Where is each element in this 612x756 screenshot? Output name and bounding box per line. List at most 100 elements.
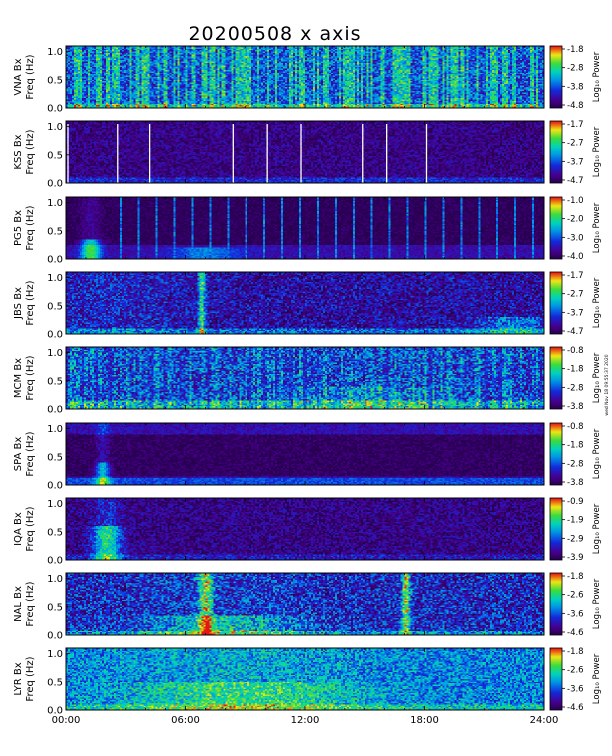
y-tick-label: 1.0 bbox=[47, 649, 63, 660]
colorbar-tick-label: -0.8 bbox=[567, 346, 584, 356]
colorbar-tick-label: -3.0 bbox=[567, 233, 584, 243]
colorbar-label: Log₁₀ Power bbox=[592, 202, 602, 253]
station-label: SPA Bx bbox=[13, 437, 24, 472]
spectrogram-lyr bbox=[66, 648, 544, 710]
station-label: IQA Bx bbox=[13, 512, 24, 546]
y-tick-label: 0.0 bbox=[47, 330, 63, 341]
colorbar-tick-label: -3.8 bbox=[567, 402, 584, 412]
colorbar-tick-label: -4.8 bbox=[567, 101, 584, 111]
station-label: LYR Bx bbox=[13, 662, 24, 695]
freq-axis-label: Freq (Hz) bbox=[25, 205, 36, 250]
spectrogram-kss bbox=[66, 121, 544, 183]
station-label: KSS Bx bbox=[13, 134, 24, 169]
colorbar-frame bbox=[549, 45, 563, 109]
station-label: MCM Bx bbox=[13, 358, 24, 398]
colorbar-label: Log₁₀ Power bbox=[592, 126, 602, 177]
x-tick-label: 18:00 bbox=[410, 715, 439, 726]
colorbar-label: Log₁₀ Power bbox=[592, 653, 602, 704]
y-tick-label: 0.0 bbox=[47, 706, 63, 717]
freq-axis-label: Freq (Hz) bbox=[25, 129, 36, 174]
colorbar-tick-label: -4.6 bbox=[567, 703, 584, 713]
colorbar-tick-label: -4.0 bbox=[567, 252, 584, 262]
y-tick-label: 0.0 bbox=[47, 179, 63, 190]
colorbar-tick-label: -1.9 bbox=[567, 516, 584, 526]
colorbar-frame bbox=[549, 572, 563, 636]
y-tick-label: 1.0 bbox=[47, 348, 63, 359]
y-tick-label: 0.5 bbox=[47, 75, 63, 86]
panel-vna: 0.0 0.5 1.0 VNA Bx Freq (Hz) -1.8 -2.8 -3.8 -4.8… bbox=[13, 45, 602, 115]
colorbar-tick-label: -3.8 bbox=[567, 82, 584, 92]
panel-iqa: 0.0 0.5 1.0 IQA Bx Freq (Hz) -0.9 -1.9 -2.9 -3.9… bbox=[13, 497, 602, 567]
colorbar bbox=[550, 498, 562, 560]
colorbar-tick-label: -3.7 bbox=[567, 157, 584, 167]
panel-mcm: 0.0 0.5 1.0 MCM Bx Freq (Hz) -0.8 -1.8 -2.8 -3.8… bbox=[13, 346, 602, 416]
freq-axis-label: Freq (Hz) bbox=[25, 656, 36, 701]
y-tick-label: 1.0 bbox=[47, 499, 63, 510]
y-tick-label: 0.5 bbox=[47, 150, 63, 161]
y-tick-label: 0.0 bbox=[47, 631, 63, 642]
y-tick-label: 0.5 bbox=[47, 602, 63, 613]
colorbar-tick-label: -2.9 bbox=[567, 534, 584, 544]
panel-jbs: 0.0 0.5 1.0 JBS Bx Freq (Hz) -1.7 -2.7 -3.7 -4.7… bbox=[13, 271, 602, 341]
y-tick-label: 0.0 bbox=[47, 255, 63, 266]
colorbar bbox=[550, 648, 562, 710]
colorbar-tick-label: -1.8 bbox=[567, 572, 584, 582]
colorbar-tick-label: -1.8 bbox=[567, 441, 584, 451]
colorbar-frame bbox=[549, 422, 563, 486]
colorbar-label: Log₁₀ Power bbox=[592, 51, 602, 102]
colorbar-tick-label: -3.8 bbox=[567, 478, 584, 488]
freq-axis-label: Freq (Hz) bbox=[25, 506, 36, 551]
colorbar-tick-label: -2.6 bbox=[567, 666, 584, 676]
side-note: wed Nov 18 09:55:37 2020 bbox=[604, 354, 610, 415]
colorbar-tick-label: -2.7 bbox=[567, 290, 584, 300]
colorbar-tick-label: -2.6 bbox=[567, 591, 584, 601]
colorbar-frame bbox=[549, 271, 563, 335]
colorbar-label: Log₁₀ Power bbox=[592, 277, 602, 328]
colorbar-tick-label: -1.8 bbox=[567, 365, 584, 375]
y-tick-label: 0.0 bbox=[47, 481, 63, 492]
colorbar-tick-label: -4.7 bbox=[567, 176, 584, 186]
panel-lyr: 0.0 0.5 1.0 LYR Bx Freq (Hz) -1.8 -2.6 -3.6 -4.6… bbox=[13, 647, 602, 717]
colorbar-label: Log₁₀ Power bbox=[592, 503, 602, 554]
colorbar bbox=[550, 423, 562, 485]
y-tick-label: 1.0 bbox=[47, 47, 63, 58]
spectrogram-iqa bbox=[66, 498, 544, 560]
colorbar-tick-label: -1.8 bbox=[567, 45, 584, 55]
colorbar-label: Log₁₀ Power bbox=[592, 428, 602, 479]
colorbar-tick-label: -1.0 bbox=[567, 196, 584, 206]
panel-kss: 0.0 0.5 1.0 KSS Bx Freq (Hz) -1.7 -2.7 -3.7 -4.7… bbox=[13, 120, 602, 190]
spectrogram-mcm bbox=[66, 347, 544, 409]
y-tick-label: 0.5 bbox=[47, 452, 63, 463]
colorbar-tick-label: -0.8 bbox=[567, 422, 584, 432]
colorbar-tick-label: -3.9 bbox=[567, 553, 584, 563]
y-tick-label: 1.0 bbox=[47, 574, 63, 585]
freq-axis-label: Freq (Hz) bbox=[25, 54, 36, 99]
colorbar-tick-label: -1.7 bbox=[567, 120, 584, 130]
station-label: NAL Bx bbox=[13, 586, 24, 622]
x-tick-label: 00:00 bbox=[52, 715, 81, 726]
colorbar-label: Log₁₀ Power bbox=[592, 352, 602, 403]
colorbar bbox=[550, 347, 562, 409]
colorbar-frame bbox=[549, 647, 563, 711]
colorbar-frame bbox=[549, 497, 563, 561]
colorbar-tick-label: -1.8 bbox=[567, 647, 584, 657]
x-tick-label: 12:00 bbox=[291, 715, 320, 726]
station-label: JBS Bx bbox=[13, 287, 24, 320]
spectrogram-spa bbox=[66, 423, 544, 485]
freq-axis-label: Freq (Hz) bbox=[25, 280, 36, 325]
y-tick-label: 1.0 bbox=[47, 273, 63, 284]
y-tick-label: 0.5 bbox=[47, 226, 63, 237]
colorbar bbox=[550, 197, 562, 259]
colorbar-tick-label: -2.8 bbox=[567, 459, 584, 469]
colorbar-tick-label: -4.7 bbox=[567, 327, 584, 337]
station-label: VNA Bx bbox=[13, 58, 24, 95]
y-tick-label: 1.0 bbox=[47, 122, 63, 133]
time-axis: 00:00 06:00 12:00 18:00 24:00 bbox=[52, 715, 559, 726]
colorbar-tick-label: -1.7 bbox=[567, 271, 584, 281]
y-tick-label: 0.0 bbox=[47, 405, 63, 416]
colorbar-tick-label: -2.7 bbox=[567, 139, 584, 149]
station-label: PG5 Bx bbox=[13, 210, 24, 246]
spectrogram-pg5 bbox=[66, 197, 544, 259]
